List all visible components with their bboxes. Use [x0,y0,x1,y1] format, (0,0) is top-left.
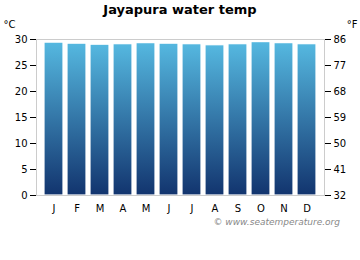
svg-text:N: N [280,203,287,214]
svg-text:30: 30 [15,34,28,45]
svg-text:10: 10 [15,138,28,149]
svg-text:25: 25 [15,60,28,71]
svg-text:A: A [212,203,219,214]
html-text:Jayapura water temp: Jayapura water temp [103,2,257,17]
svg-text:20: 20 [15,86,28,97]
svg-text:5: 5 [21,164,27,175]
svg-text:M: M [96,203,105,214]
svg-text:50: 50 [334,138,347,149]
svg-text:0: 0 [21,190,27,201]
svg-text:F: F [74,203,80,214]
svg-text:J: J [52,203,56,214]
svg-text:D: D [303,203,311,214]
svg-text:°C: °C [4,19,16,30]
svg-text:32: 32 [334,190,347,201]
svg-text:86: 86 [334,34,347,45]
svg-text:77: 77 [334,60,347,71]
svg-text:59: 59 [334,112,347,123]
svg-text:A: A [120,203,127,214]
svg-text:°F: °F [347,19,358,30]
svg-text:O: O [257,203,265,214]
html-text:© www.seatemperature.org: © www.seatemperature.org [213,217,340,227]
svg-text:M: M [142,203,151,214]
svg-text:15: 15 [15,112,28,123]
svg-text:68: 68 [334,86,347,97]
svg-text:J: J [167,203,171,214]
svg-text:S: S [235,203,241,214]
svg-text:41: 41 [334,164,347,175]
svg-text:J: J [190,203,194,214]
